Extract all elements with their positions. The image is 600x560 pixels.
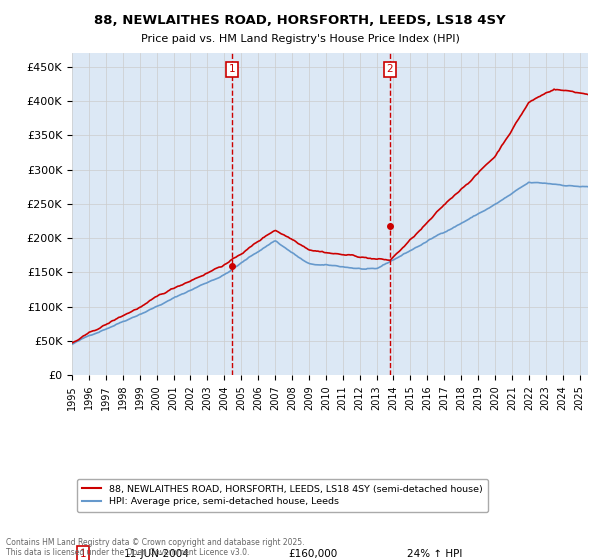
Text: 1: 1	[80, 549, 86, 559]
Text: 88, NEWLAITHES ROAD, HORSFORTH, LEEDS, LS18 4SY: 88, NEWLAITHES ROAD, HORSFORTH, LEEDS, L…	[94, 14, 506, 27]
Text: 2: 2	[386, 64, 393, 74]
Text: £160,000: £160,000	[289, 549, 338, 559]
Text: Contains HM Land Registry data © Crown copyright and database right 2025.
This d: Contains HM Land Registry data © Crown c…	[6, 538, 305, 557]
Text: 11-JUN-2004: 11-JUN-2004	[124, 549, 190, 559]
Legend: 88, NEWLAITHES ROAD, HORSFORTH, LEEDS, LS18 4SY (semi-detached house), HPI: Aver: 88, NEWLAITHES ROAD, HORSFORTH, LEEDS, L…	[77, 479, 488, 512]
Text: Price paid vs. HM Land Registry's House Price Index (HPI): Price paid vs. HM Land Registry's House …	[140, 34, 460, 44]
Text: 24% ↑ HPI: 24% ↑ HPI	[407, 549, 463, 559]
Text: 1: 1	[229, 64, 235, 74]
